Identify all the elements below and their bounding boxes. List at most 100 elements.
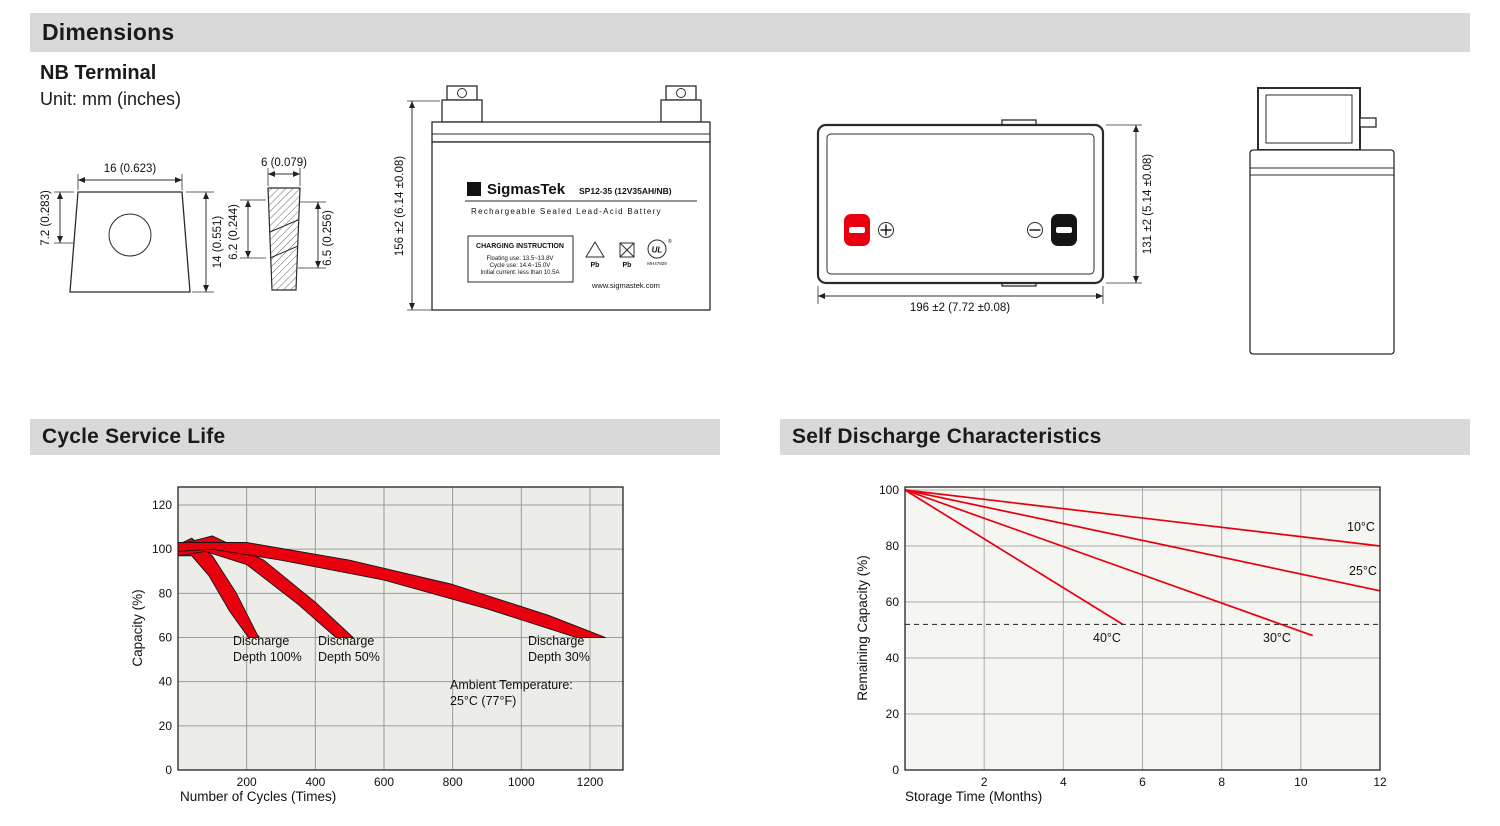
battery-front-view: 156 ±2 (6.14 ±0.08) Σ SigmasTek SP12-35 … bbox=[394, 85, 711, 311]
x-tick-label: 200 bbox=[237, 775, 257, 789]
dimensions-header-bar: Dimensions bbox=[30, 13, 1470, 52]
pb-label-1: Pb bbox=[591, 262, 600, 269]
y-tick-label: 100 bbox=[152, 542, 172, 556]
terminal-front-shape bbox=[69, 191, 191, 293]
y-tick-label: 80 bbox=[886, 539, 900, 553]
y-axis-title: Remaining Capacity (%) bbox=[855, 555, 870, 701]
x-tick-label: 400 bbox=[305, 775, 325, 789]
plus-symbol-icon bbox=[878, 222, 894, 238]
x-tick-label: 600 bbox=[374, 775, 394, 789]
terminal-full-height-dim: 14 (0.551) bbox=[212, 216, 224, 269]
product-type-text: Rechargeable Sealed Lead-Acid Battery bbox=[471, 207, 662, 216]
self-discharge-title: Self Discharge Characteristics bbox=[792, 425, 1102, 448]
terminal-upper-height-dim: 7.2 (0.283) bbox=[40, 190, 52, 246]
y-tick-label: 20 bbox=[159, 719, 173, 733]
terminal-width-dim: 16 (0.623) bbox=[104, 163, 157, 175]
front-height-dim: 156 ±2 (6.14 ±0.08) bbox=[394, 156, 406, 256]
model-text: SP12-35 (12V35AH/NB) bbox=[579, 186, 672, 196]
website-text: www.sigmastek.com bbox=[591, 281, 660, 290]
charging-line-1: Floating use: 13.5~13.8V bbox=[487, 256, 554, 262]
cycle-service-life-header-bar: Cycle Service Life bbox=[30, 419, 720, 455]
x-tick-label: 8 bbox=[1218, 775, 1225, 789]
series-line bbox=[904, 489, 1381, 592]
pb-label-2: Pb bbox=[623, 262, 632, 269]
self-discharge-header-bar: Self Discharge Characteristics bbox=[780, 419, 1470, 455]
x-tick-label: 2 bbox=[981, 775, 988, 789]
y-tick-label: 40 bbox=[886, 651, 900, 665]
charging-line-2: Cycle use: 14.4~15.0V bbox=[490, 263, 551, 269]
x-tick-label: 4 bbox=[1060, 775, 1067, 789]
battery-lid bbox=[431, 121, 711, 143]
x-tick-label: 1200 bbox=[577, 775, 604, 789]
discharge-band bbox=[177, 542, 606, 638]
x-tick-label: 12 bbox=[1373, 775, 1387, 789]
y-axis-title: Capacity (%) bbox=[130, 589, 145, 666]
y-tick-label: 0 bbox=[892, 763, 899, 777]
left-terminal-base bbox=[441, 99, 483, 123]
top-view-outline bbox=[816, 123, 1105, 285]
top-height-dim: 131 ±2 (5.14 ±0.08) bbox=[1142, 154, 1154, 254]
series-label: 10°C bbox=[1347, 520, 1375, 534]
terminal-detail-drawing: 16 (0.623) 7.2 (0.283) 14 (0.551) 6 (0.0… bbox=[40, 157, 334, 293]
no-trash-icon bbox=[619, 242, 635, 258]
series-label: 30°C bbox=[1263, 631, 1291, 645]
annotation: Depth 50% bbox=[318, 650, 380, 664]
side-terminal-pin bbox=[1359, 117, 1377, 128]
series-line bbox=[904, 489, 1381, 547]
y-tick-label: 60 bbox=[886, 595, 900, 609]
x-tick-label: 800 bbox=[443, 775, 463, 789]
terminal-side-right-dim: 6.5 (0.256) bbox=[322, 210, 334, 266]
series-line bbox=[904, 489, 1124, 626]
ul-text: UL bbox=[652, 246, 663, 255]
series-label: 25°C bbox=[1349, 564, 1377, 578]
y-tick-label: 0 bbox=[165, 763, 172, 777]
sigma-logo-box bbox=[467, 182, 481, 196]
charging-title: CHARGING INSTRUCTION bbox=[476, 243, 564, 250]
series-label: 40°C bbox=[1093, 631, 1121, 645]
charging-line-3: Initial current: less than 10.5A bbox=[480, 270, 559, 276]
side-terminal-inner bbox=[1265, 94, 1353, 144]
x-axis-title: Number of Cycles (Times) bbox=[180, 789, 336, 804]
terminal-side-left-dim: 6.2 (0.244) bbox=[228, 204, 240, 260]
annotation: Depth 100% bbox=[233, 650, 302, 664]
negative-terminal-slot bbox=[1056, 227, 1072, 233]
x-tick-label: 1000 bbox=[508, 775, 535, 789]
self-discharge-chart: 0 20 40 60 80 100 2 4 6 8 10 12 10°C 25°C 30°C 40°C Stor… bbox=[855, 483, 1387, 804]
positive-terminal-slot bbox=[849, 227, 865, 233]
brand-text: SigmasTek bbox=[487, 181, 566, 198]
y-tick-label: 100 bbox=[879, 483, 899, 497]
x-tick-label: 10 bbox=[1294, 775, 1308, 789]
battery-side-view bbox=[1249, 87, 1395, 355]
terminal-side-shape bbox=[267, 187, 301, 291]
right-terminal-base bbox=[660, 99, 702, 123]
annotation: 25°C (77°F) bbox=[450, 694, 516, 708]
side-terminal-cover bbox=[1257, 87, 1361, 151]
y-tick-label: 120 bbox=[152, 498, 172, 512]
minus-symbol-icon bbox=[1027, 222, 1043, 238]
recycle-icon bbox=[585, 241, 605, 258]
side-body bbox=[1249, 149, 1395, 355]
nb-terminal-label: NB Terminal bbox=[40, 62, 157, 84]
battery-top-view: 196 ±2 (7.72 ±0.08) 131 ±2 (5.14 ±0.08) bbox=[816, 119, 1154, 314]
x-tick-label: 6 bbox=[1139, 775, 1146, 789]
dimensions-title: Dimensions bbox=[42, 19, 175, 45]
annotation: Ambient Temperature: bbox=[450, 678, 573, 692]
plot-frame bbox=[177, 486, 624, 771]
left-terminal-hole bbox=[457, 88, 467, 98]
y-tick-label: 40 bbox=[159, 675, 173, 689]
y-tick-label: 80 bbox=[159, 586, 173, 600]
charging-instruction-box bbox=[467, 235, 574, 283]
unit-label: Unit: mm (inches) bbox=[40, 89, 182, 109]
sigma-logo-glyph: Σ bbox=[471, 184, 478, 196]
ul-icon bbox=[647, 239, 667, 259]
y-tick-label: 20 bbox=[886, 707, 900, 721]
cycle-service-life-title: Cycle Service Life bbox=[42, 425, 226, 448]
plot-frame bbox=[904, 486, 1381, 771]
right-terminal-hole bbox=[676, 88, 686, 98]
annotation: Discharge bbox=[233, 634, 289, 648]
cycle-service-life-chart: 0 20 40 60 80 100 120 200 400 600 800 1000 1200 Disch… bbox=[130, 486, 624, 804]
ul-code-text: MH47929 bbox=[647, 261, 667, 266]
terminal-side-width-dim: 6 (0.079) bbox=[261, 157, 307, 169]
y-tick-label: 60 bbox=[159, 631, 173, 645]
